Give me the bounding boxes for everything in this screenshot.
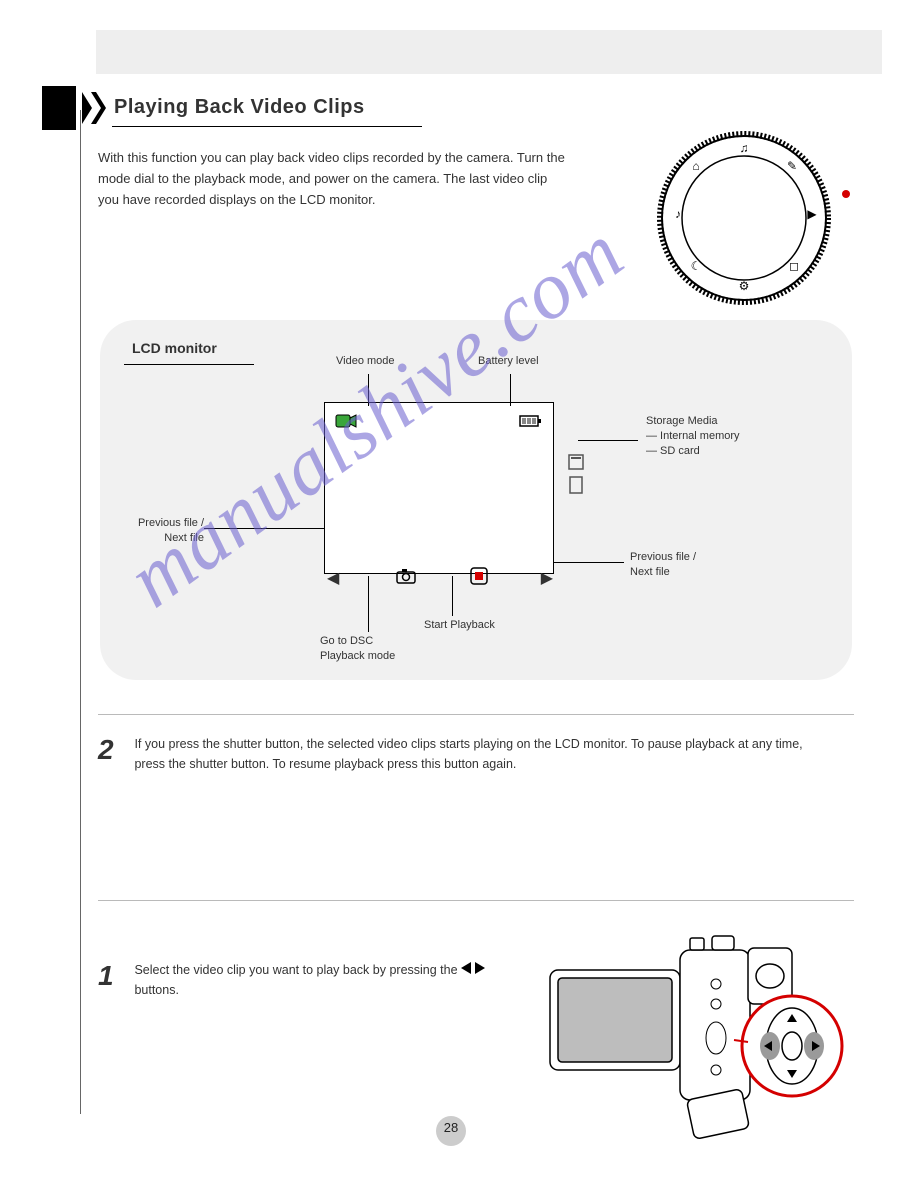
manual-page: Playing Back Video Clips With this funct…: [0, 0, 918, 1188]
callout-line: [368, 576, 369, 632]
margin-vline: [80, 110, 81, 1114]
still-icon: [396, 568, 416, 589]
step-num: 1: [98, 960, 130, 992]
prev-arrow-icon: ◀: [327, 568, 339, 588]
svg-text:◻: ◻: [789, 259, 799, 273]
step1-lead: Select the video clip you want to play b…: [134, 963, 461, 977]
callout-dsc: Go to DSC Playback mode: [320, 634, 395, 664]
heading-underline: [112, 126, 422, 127]
step-num: 2: [98, 734, 130, 766]
section-heading: Playing Back Video Clips: [114, 96, 365, 119]
divider-line: [98, 714, 854, 715]
page-number: 28: [436, 1120, 466, 1135]
callout-storage: Storage Media — Internal memory — SD car…: [646, 414, 740, 459]
callout-line: [578, 440, 638, 441]
next-arrow-icon: ▶: [541, 568, 553, 588]
step-2: 2 If you press the shutter button, the s…: [98, 734, 848, 774]
dial-indicator-dot: [842, 190, 850, 198]
divider-line: [98, 900, 854, 901]
callout-line: [204, 528, 324, 529]
step-text: Select the video clip you want to play b…: [134, 960, 494, 1000]
callout-start-playback: Start Playback: [424, 618, 495, 633]
top-band: [96, 30, 882, 74]
lcd-panel-title-underline: [124, 364, 254, 365]
svg-text:♫: ♫: [740, 141, 749, 155]
svg-text:♪: ♪: [675, 207, 681, 221]
callout-prev-next: Previous file / Next file: [124, 516, 204, 546]
storage-icons: [565, 453, 587, 502]
chevron-icon: [82, 92, 106, 124]
battery-icon: [519, 413, 543, 429]
section-intro-text: With this function you can play back vid…: [98, 148, 568, 210]
svg-text:⚙: ⚙: [739, 279, 750, 293]
callout-line: [368, 374, 369, 406]
lcd-bottom-row: ◀ ▶: [325, 567, 555, 589]
svg-text:☾: ☾: [691, 259, 702, 273]
callout-line: [452, 576, 453, 616]
lcd-panel-box: LCD monitor ◀: [100, 320, 852, 680]
camera-illustration: [540, 930, 860, 1140]
callout-prev-next-right: Previous file / Next file: [630, 550, 696, 580]
callout-battery: Battery level: [478, 354, 539, 369]
right-arrow-icon: [475, 962, 485, 974]
step-text: If you press the shutter button, the sel…: [134, 734, 834, 774]
lcd-panel-title: LCD monitor: [132, 340, 217, 356]
movie-mode-icon: [335, 413, 357, 429]
svg-text:✎: ✎: [787, 159, 797, 173]
mode-dial-illustration: ♫ ✎ ▶ ◻ ⚙ ☾ ♪ ⌂: [654, 128, 834, 308]
left-arrow-icon: [461, 962, 471, 974]
step1-tail: buttons.: [134, 983, 178, 997]
callout-video-mode: Video mode: [336, 354, 395, 369]
callout-line: [554, 562, 624, 563]
lcd-screen: ◀ ▶: [324, 402, 554, 574]
callout-line: [510, 374, 511, 406]
svg-text:▶: ▶: [807, 207, 817, 221]
svg-text:⌂: ⌂: [692, 159, 699, 173]
record-icon: [470, 567, 488, 590]
chapter-marker: [42, 86, 76, 130]
